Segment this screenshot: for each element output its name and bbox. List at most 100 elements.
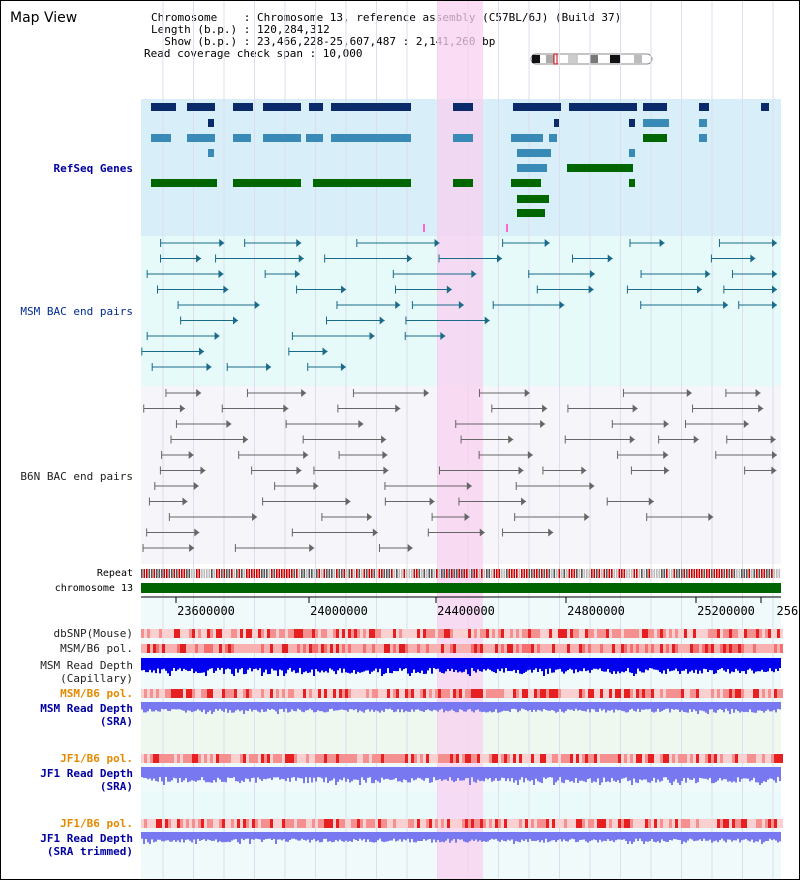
heat-cell <box>402 644 405 653</box>
depth-bar <box>605 767 607 783</box>
depth-bar <box>531 702 533 713</box>
depth-bar <box>663 832 665 842</box>
heat-cell <box>564 754 567 763</box>
heat-cell <box>243 819 246 828</box>
heat-cell <box>537 754 540 763</box>
depth-bar <box>279 658 281 670</box>
heat-cell <box>567 754 570 763</box>
heat-cell <box>576 819 579 828</box>
b6n-bac-pair <box>381 435 387 444</box>
depth-bar <box>505 767 507 782</box>
depth-bar <box>419 767 421 779</box>
depth-bar <box>607 832 609 840</box>
heat-cell <box>222 819 225 828</box>
depth-bar <box>255 702 257 710</box>
heat-cell <box>492 819 495 828</box>
depth-bar <box>499 767 501 781</box>
heat-cell <box>558 644 561 653</box>
depth-bar <box>555 832 557 842</box>
heat-cell <box>585 629 588 638</box>
repeat-mark <box>186 569 188 578</box>
depth-bar <box>179 702 181 710</box>
heat-cell <box>495 629 498 638</box>
heat-cell <box>297 754 300 763</box>
depth-bar <box>779 832 781 842</box>
gene-exon <box>151 134 171 142</box>
heat-cell <box>552 819 555 828</box>
heat-cell <box>561 644 564 653</box>
heat-cell <box>756 644 759 653</box>
depth-bar <box>283 832 285 840</box>
heat-cell <box>279 819 282 828</box>
heat-cell <box>501 689 504 698</box>
depth-bar <box>465 767 467 779</box>
depth-bar <box>213 767 215 781</box>
depth-bar <box>737 767 739 778</box>
heat-cell <box>777 754 780 763</box>
depth-bar <box>673 702 675 710</box>
depth-bar <box>669 702 671 713</box>
gene-exon <box>263 134 301 142</box>
depth-bar <box>541 658 543 672</box>
heat-cell <box>216 629 219 638</box>
heat-cell <box>240 754 243 763</box>
depth-bar <box>423 767 425 781</box>
depth-bar <box>537 658 539 672</box>
heat-cell <box>231 689 234 698</box>
heat-cell <box>738 689 741 698</box>
heat-cell <box>504 754 507 763</box>
depth-bar <box>577 767 579 783</box>
depth-bar <box>185 702 187 713</box>
depth-bar <box>515 702 517 710</box>
repeat-mark <box>528 569 531 578</box>
repeat-mark <box>228 569 231 578</box>
depth-bar <box>513 658 515 670</box>
heat-cell <box>633 754 636 763</box>
depth-bar <box>473 832 475 841</box>
depth-bar <box>741 658 743 672</box>
marker <box>423 224 425 232</box>
heat-cell <box>738 644 741 653</box>
heat-cell <box>492 689 495 698</box>
depth-bar <box>535 832 537 841</box>
heat-cell <box>474 819 477 828</box>
gene-exon <box>629 179 635 187</box>
heat-cell <box>507 644 510 653</box>
depth-bar <box>527 767 529 781</box>
repeat-mark <box>226 569 228 578</box>
heat-cell <box>645 754 648 763</box>
heat-cell <box>180 754 183 763</box>
depth-bar <box>363 702 365 713</box>
heat-cell <box>240 689 243 698</box>
heat-cell <box>717 689 720 698</box>
depth-bar <box>595 658 597 669</box>
depth-bar <box>499 658 501 672</box>
depth-bar <box>521 702 523 709</box>
depth-bar <box>505 658 507 668</box>
chromosome-ideogram[interactable] <box>530 53 654 65</box>
heat-cell <box>444 819 447 828</box>
depth-bar <box>761 832 763 844</box>
depth-bar <box>485 702 487 713</box>
depth-bar <box>475 767 477 783</box>
depth-bar <box>645 702 647 710</box>
depth-bar <box>507 832 509 840</box>
repeat-mark <box>381 569 383 578</box>
repeat-mark <box>611 569 613 578</box>
depth-bar <box>269 832 271 839</box>
depth-bar <box>215 832 217 840</box>
heat-cell <box>585 819 588 828</box>
depth-bar <box>663 767 665 778</box>
depth-bar <box>751 832 753 840</box>
heat-cell <box>399 644 402 653</box>
heat-cell <box>324 629 327 638</box>
b6n-bac-pair <box>708 513 714 521</box>
heat-cell <box>432 629 435 638</box>
heat-cell <box>666 689 669 698</box>
heat-cell <box>690 629 693 638</box>
heat-cell <box>270 754 273 763</box>
depth-bar <box>707 832 709 841</box>
depth-bar <box>313 832 315 839</box>
heat-cell <box>678 644 681 653</box>
